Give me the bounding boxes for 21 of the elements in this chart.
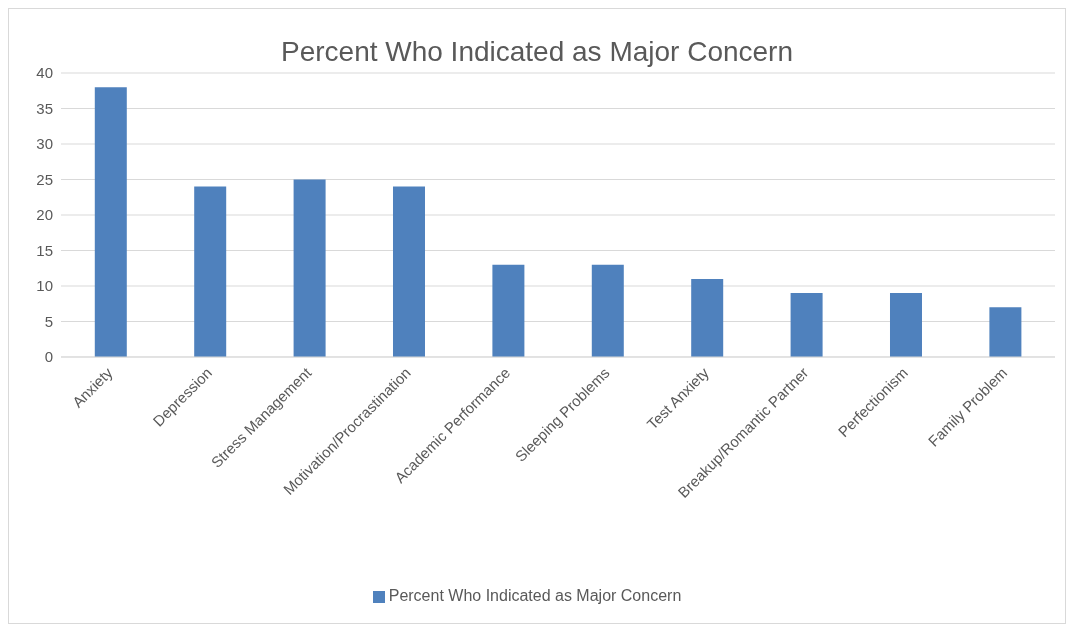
bar [393, 186, 425, 357]
bar [691, 278, 724, 357]
y-tick-label: 20 [36, 206, 53, 224]
bar [94, 87, 127, 357]
bar [492, 264, 525, 357]
bar [293, 179, 326, 357]
y-tick-label: 30 [36, 135, 53, 153]
bar [790, 293, 823, 357]
y-tick-label: 25 [36, 170, 53, 188]
y-tick-label: 40 [36, 64, 53, 82]
bar [890, 293, 922, 357]
chart-title: Percent Who Indicated as Major Concern [280, 35, 794, 67]
y-tick-label: 15 [36, 241, 53, 259]
bar [591, 264, 624, 357]
y-tick-label: 35 [36, 99, 53, 117]
bar [194, 186, 227, 357]
y-tick-label: 0 [44, 348, 53, 366]
y-tick-label: 5 [44, 312, 53, 330]
bar [989, 307, 1022, 357]
legend-label: Percent Who Indicated as Major Concern [388, 587, 682, 604]
y-tick-label: 10 [36, 277, 53, 295]
